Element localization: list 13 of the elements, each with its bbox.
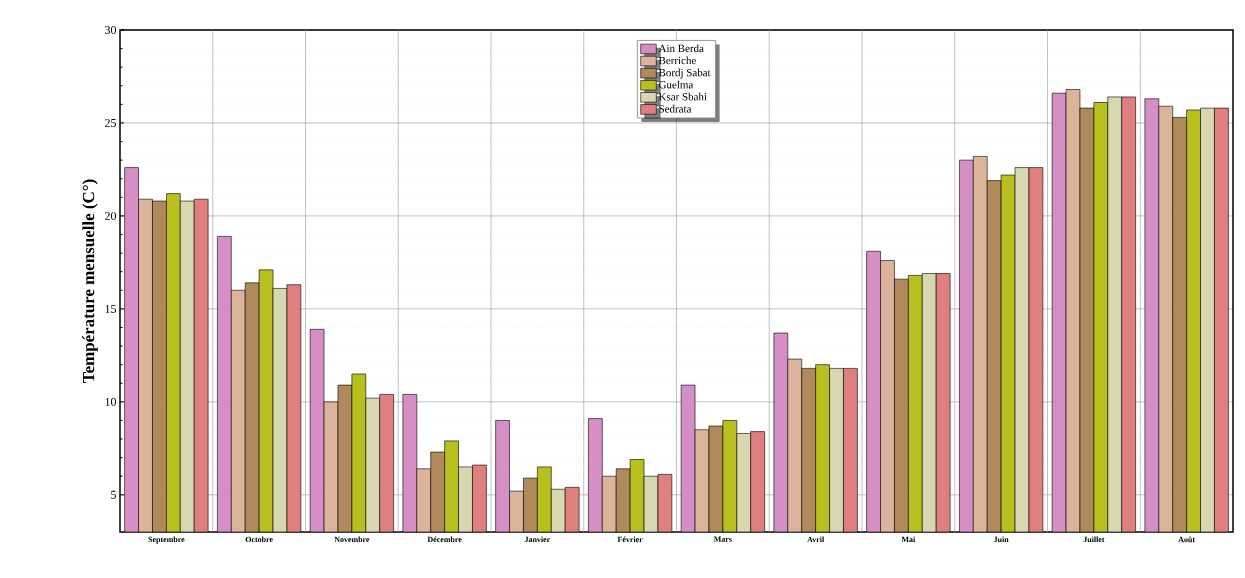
y-tick-label: 10: [105, 397, 117, 406]
legend-label: Ain Berda: [658, 44, 704, 53]
y-tick-label: 30: [105, 25, 117, 35]
legend-label: Berriche: [658, 56, 696, 65]
y-tick-label: 5: [111, 490, 117, 499]
y-axis-title: Température mensuelle (C°): [82, 179, 98, 383]
y-tick-label: 20: [105, 211, 117, 220]
legend-label: Sedrata: [659, 104, 692, 113]
legend-label: Bordj Sabat: [658, 68, 711, 79]
y-tick-label: 15: [105, 304, 117, 313]
legend-label: Guelma: [659, 80, 694, 89]
legend-label: Ksar Sbahi: [658, 92, 707, 101]
y-tick-label: 25: [105, 118, 117, 127]
